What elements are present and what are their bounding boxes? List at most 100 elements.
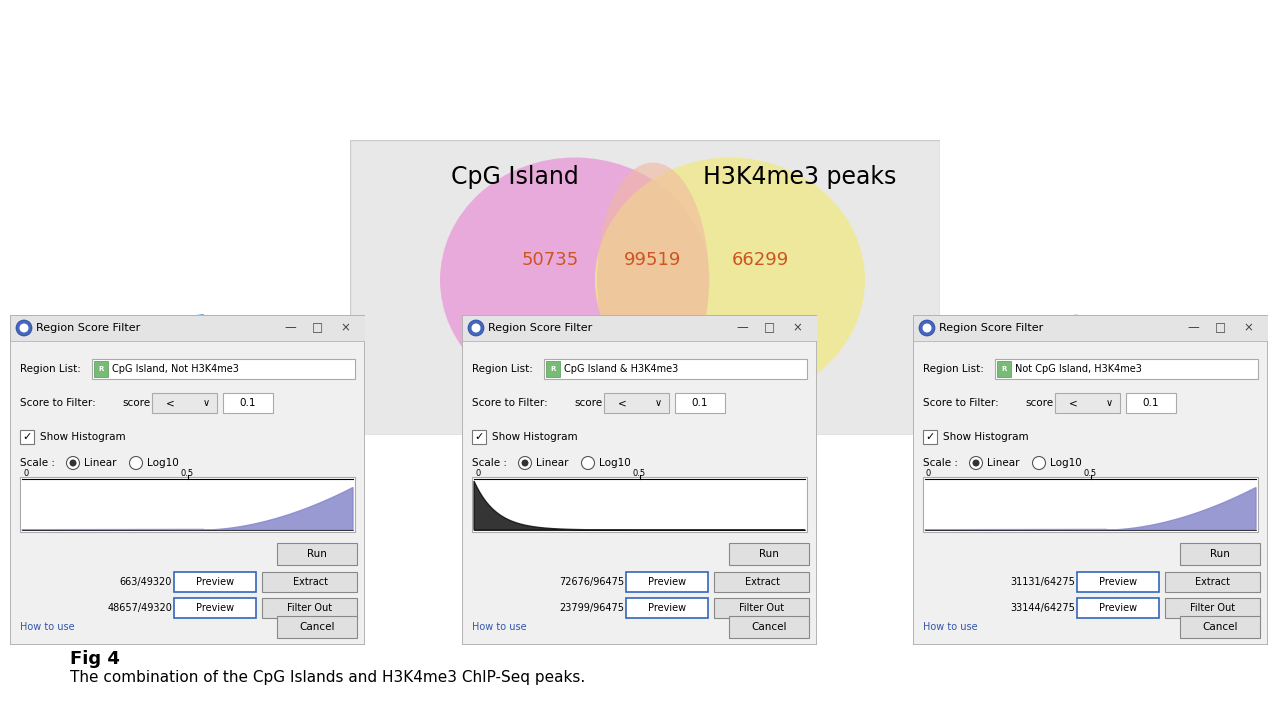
FancyBboxPatch shape [349, 140, 940, 435]
Circle shape [521, 459, 529, 467]
FancyBboxPatch shape [730, 616, 809, 638]
Ellipse shape [595, 158, 865, 402]
FancyBboxPatch shape [604, 393, 669, 413]
Polygon shape [925, 487, 1256, 530]
Text: <: < [1069, 398, 1078, 408]
Text: R: R [99, 366, 104, 372]
Circle shape [969, 456, 983, 469]
Text: 23799/96475: 23799/96475 [559, 603, 625, 613]
Text: 50735: 50735 [521, 251, 579, 269]
Text: Log10: Log10 [1050, 458, 1082, 468]
Text: Show Histogram: Show Histogram [492, 432, 577, 442]
Text: ×: × [1243, 322, 1253, 335]
Text: Region List:: Region List: [472, 364, 532, 374]
Text: □: □ [1215, 322, 1225, 335]
Text: Fig 4: Fig 4 [70, 650, 120, 668]
Text: Linear: Linear [84, 458, 116, 468]
Text: Scale :: Scale : [472, 458, 507, 468]
FancyBboxPatch shape [223, 393, 273, 413]
Text: Log10: Log10 [147, 458, 179, 468]
Text: Filter Out: Filter Out [1190, 603, 1235, 613]
FancyBboxPatch shape [913, 315, 1268, 341]
Text: Score to Filter:: Score to Filter: [472, 398, 548, 408]
FancyBboxPatch shape [1180, 616, 1260, 638]
FancyBboxPatch shape [10, 315, 365, 341]
Text: Run: Run [307, 549, 326, 559]
Text: Log10: Log10 [599, 458, 631, 468]
Ellipse shape [440, 158, 710, 402]
FancyBboxPatch shape [1126, 393, 1176, 413]
Text: Run: Run [1210, 549, 1230, 559]
Text: 0.5: 0.5 [180, 469, 195, 478]
FancyBboxPatch shape [997, 361, 1011, 377]
Text: 33144/64275: 33144/64275 [1010, 603, 1075, 613]
Text: Cancel: Cancel [300, 622, 335, 632]
FancyBboxPatch shape [462, 315, 817, 341]
FancyBboxPatch shape [714, 572, 809, 592]
FancyBboxPatch shape [626, 572, 708, 592]
Text: 48657/49320: 48657/49320 [108, 603, 172, 613]
FancyBboxPatch shape [93, 361, 108, 377]
Text: How to use: How to use [20, 622, 74, 632]
Text: □: □ [311, 322, 323, 335]
FancyBboxPatch shape [276, 543, 357, 565]
FancyBboxPatch shape [544, 359, 806, 379]
Text: Preview: Preview [1100, 603, 1137, 613]
Circle shape [468, 320, 484, 336]
Text: Cancel: Cancel [1202, 622, 1238, 632]
Text: ✓: ✓ [22, 432, 32, 442]
FancyBboxPatch shape [913, 315, 1268, 645]
Text: 72676/96475: 72676/96475 [559, 577, 625, 587]
Text: 66299: 66299 [731, 251, 788, 269]
Circle shape [923, 323, 932, 333]
Text: Preview: Preview [648, 603, 686, 613]
Circle shape [471, 323, 480, 333]
Text: ✓: ✓ [475, 432, 484, 442]
Circle shape [19, 323, 28, 333]
FancyBboxPatch shape [20, 477, 355, 532]
FancyBboxPatch shape [995, 359, 1258, 379]
Text: 0.1: 0.1 [239, 398, 256, 408]
FancyBboxPatch shape [1076, 572, 1158, 592]
Text: ∨: ∨ [202, 398, 210, 408]
FancyBboxPatch shape [472, 477, 806, 532]
Text: How to use: How to use [923, 622, 978, 632]
Text: <: < [166, 398, 175, 408]
FancyBboxPatch shape [262, 598, 357, 618]
Text: Linear: Linear [536, 458, 568, 468]
FancyBboxPatch shape [626, 598, 708, 618]
FancyBboxPatch shape [174, 598, 256, 618]
Text: 0.5: 0.5 [1084, 469, 1097, 478]
FancyBboxPatch shape [10, 315, 365, 645]
Text: ×: × [340, 322, 349, 335]
Text: Scale :: Scale : [20, 458, 55, 468]
Text: score: score [122, 398, 150, 408]
Circle shape [15, 320, 32, 336]
FancyBboxPatch shape [174, 572, 256, 592]
FancyBboxPatch shape [923, 477, 1258, 532]
FancyBboxPatch shape [714, 598, 809, 618]
FancyBboxPatch shape [152, 393, 218, 413]
Text: Filter Out: Filter Out [288, 603, 333, 613]
Text: Show Histogram: Show Histogram [40, 432, 125, 442]
FancyBboxPatch shape [1165, 598, 1260, 618]
Text: CpG Island: CpG Island [451, 165, 579, 189]
Text: 0.1: 0.1 [1143, 398, 1160, 408]
Text: Preview: Preview [196, 603, 234, 613]
Text: Preview: Preview [648, 577, 686, 587]
Text: Extract: Extract [745, 577, 780, 587]
Text: 663/49320: 663/49320 [119, 577, 172, 587]
Text: —: — [284, 322, 296, 335]
Text: Region Score Filter: Region Score Filter [36, 323, 141, 333]
FancyBboxPatch shape [1076, 598, 1158, 618]
Text: 0.5: 0.5 [632, 469, 646, 478]
Text: Extract: Extract [293, 577, 328, 587]
Circle shape [69, 459, 77, 467]
Text: score: score [1025, 398, 1053, 408]
Circle shape [973, 459, 979, 467]
FancyBboxPatch shape [1055, 393, 1120, 413]
Text: CpG Island & H3K4me3: CpG Island & H3K4me3 [564, 364, 678, 374]
Circle shape [67, 456, 79, 469]
FancyBboxPatch shape [92, 359, 355, 379]
Text: Region List:: Region List: [20, 364, 81, 374]
